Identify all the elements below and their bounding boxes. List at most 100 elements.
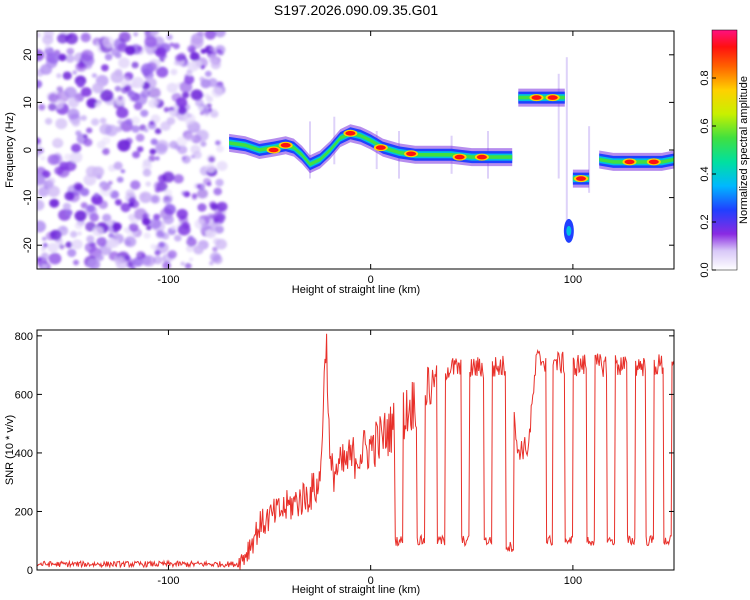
noise-blob bbox=[62, 202, 71, 211]
noise-blob bbox=[158, 241, 165, 248]
noise-blob bbox=[193, 150, 202, 159]
noise-blob bbox=[206, 103, 212, 108]
noise-blob bbox=[173, 174, 184, 184]
noise-blob bbox=[216, 161, 228, 171]
noise-blob bbox=[192, 60, 202, 70]
noise-blob bbox=[65, 54, 75, 63]
noise-blob bbox=[99, 117, 107, 124]
snr-y-label: SNR (10 * v/v) bbox=[4, 415, 16, 485]
streak bbox=[588, 126, 591, 193]
noise-blob bbox=[216, 49, 222, 54]
noise-blob bbox=[80, 32, 91, 43]
noise-blob bbox=[51, 154, 63, 165]
noise-blob bbox=[126, 261, 134, 268]
spectrogram-y-label: Frequency (Hz) bbox=[4, 112, 16, 188]
y-tick-label: 0 bbox=[27, 565, 33, 577]
noise-blob bbox=[64, 86, 77, 99]
noise-blob bbox=[145, 181, 151, 187]
noise-blob bbox=[100, 89, 114, 102]
noise-blob bbox=[187, 45, 196, 53]
noise-blob bbox=[102, 148, 110, 155]
peak-red bbox=[648, 159, 659, 165]
noise-blob bbox=[174, 54, 183, 62]
noise-blob bbox=[75, 130, 82, 136]
noise-blob bbox=[47, 177, 56, 185]
peak-red bbox=[576, 176, 586, 181]
noise-blob bbox=[128, 201, 135, 208]
noise-blob bbox=[213, 237, 221, 245]
noise-blob bbox=[188, 257, 194, 262]
noise-blob bbox=[85, 221, 96, 232]
noise-blob bbox=[196, 184, 202, 189]
y-tick-label: 200 bbox=[15, 506, 33, 518]
noise-blob bbox=[65, 32, 78, 45]
noise-blob bbox=[215, 178, 224, 187]
noise-blob bbox=[173, 60, 180, 66]
noise-blob bbox=[150, 138, 158, 146]
noise-blob bbox=[150, 243, 157, 250]
noise-blob bbox=[177, 106, 187, 115]
noise-blob bbox=[44, 44, 51, 49]
noise-blob bbox=[37, 220, 46, 233]
noise-blob bbox=[153, 213, 161, 221]
streak bbox=[557, 73, 560, 179]
noise-blob bbox=[209, 252, 221, 263]
noise-blob bbox=[77, 61, 85, 69]
noise-blob bbox=[179, 81, 193, 93]
noise-blob bbox=[196, 129, 209, 142]
streak bbox=[565, 57, 568, 224]
noise-blob bbox=[155, 139, 169, 152]
noise-blob bbox=[173, 43, 180, 50]
noise-blob bbox=[209, 46, 216, 52]
noise-blob bbox=[40, 246, 46, 252]
peak-red bbox=[624, 159, 635, 165]
noise-blob bbox=[71, 143, 82, 153]
noise-blob bbox=[120, 202, 131, 213]
noise-blob bbox=[92, 166, 105, 178]
noise-blob bbox=[146, 225, 152, 231]
noise-blob bbox=[101, 64, 109, 72]
noise-blob bbox=[83, 138, 93, 147]
x-tick-label: -100 bbox=[157, 274, 179, 286]
spectrogram-x-label: Height of straight line (km) bbox=[292, 284, 420, 296]
noise-blob bbox=[175, 97, 188, 108]
noise-blob bbox=[197, 188, 208, 199]
noise-blob bbox=[38, 103, 46, 111]
noise-blob bbox=[56, 166, 70, 178]
noise-blob bbox=[56, 86, 64, 93]
noise-blob bbox=[40, 252, 50, 261]
noise-blob bbox=[149, 218, 162, 230]
noise-blob bbox=[66, 47, 75, 55]
noise-blob bbox=[92, 226, 104, 237]
noise-blob bbox=[102, 36, 115, 48]
noise-blob bbox=[206, 182, 212, 187]
noise-blob bbox=[212, 246, 218, 252]
noise-blob bbox=[86, 127, 93, 134]
noise-blob bbox=[64, 191, 75, 201]
main-ridge-halo bbox=[229, 124, 513, 174]
peak-red bbox=[531, 95, 542, 100]
noise-blob bbox=[176, 136, 188, 147]
noise-blob bbox=[206, 95, 214, 103]
noise-blob bbox=[142, 217, 151, 226]
noise-blob bbox=[141, 253, 146, 258]
noise-blob bbox=[142, 168, 152, 177]
noise-blob bbox=[37, 79, 43, 89]
noise-blob bbox=[136, 146, 144, 153]
noise-blob bbox=[151, 195, 160, 203]
noise-blob bbox=[117, 139, 131, 152]
peak-red bbox=[406, 151, 417, 157]
noise-blob bbox=[77, 231, 82, 236]
noise-blob bbox=[163, 214, 174, 225]
noise-blob bbox=[204, 31, 217, 40]
noise-blob bbox=[200, 48, 207, 54]
noise-blob bbox=[189, 51, 200, 62]
noise-blob bbox=[98, 200, 108, 209]
noise-blob bbox=[162, 196, 172, 205]
noise-blob bbox=[84, 205, 98, 217]
noise-blob bbox=[155, 47, 167, 58]
noise-blob bbox=[153, 181, 165, 191]
noise-blob bbox=[41, 236, 47, 241]
noise-blob bbox=[80, 115, 87, 121]
